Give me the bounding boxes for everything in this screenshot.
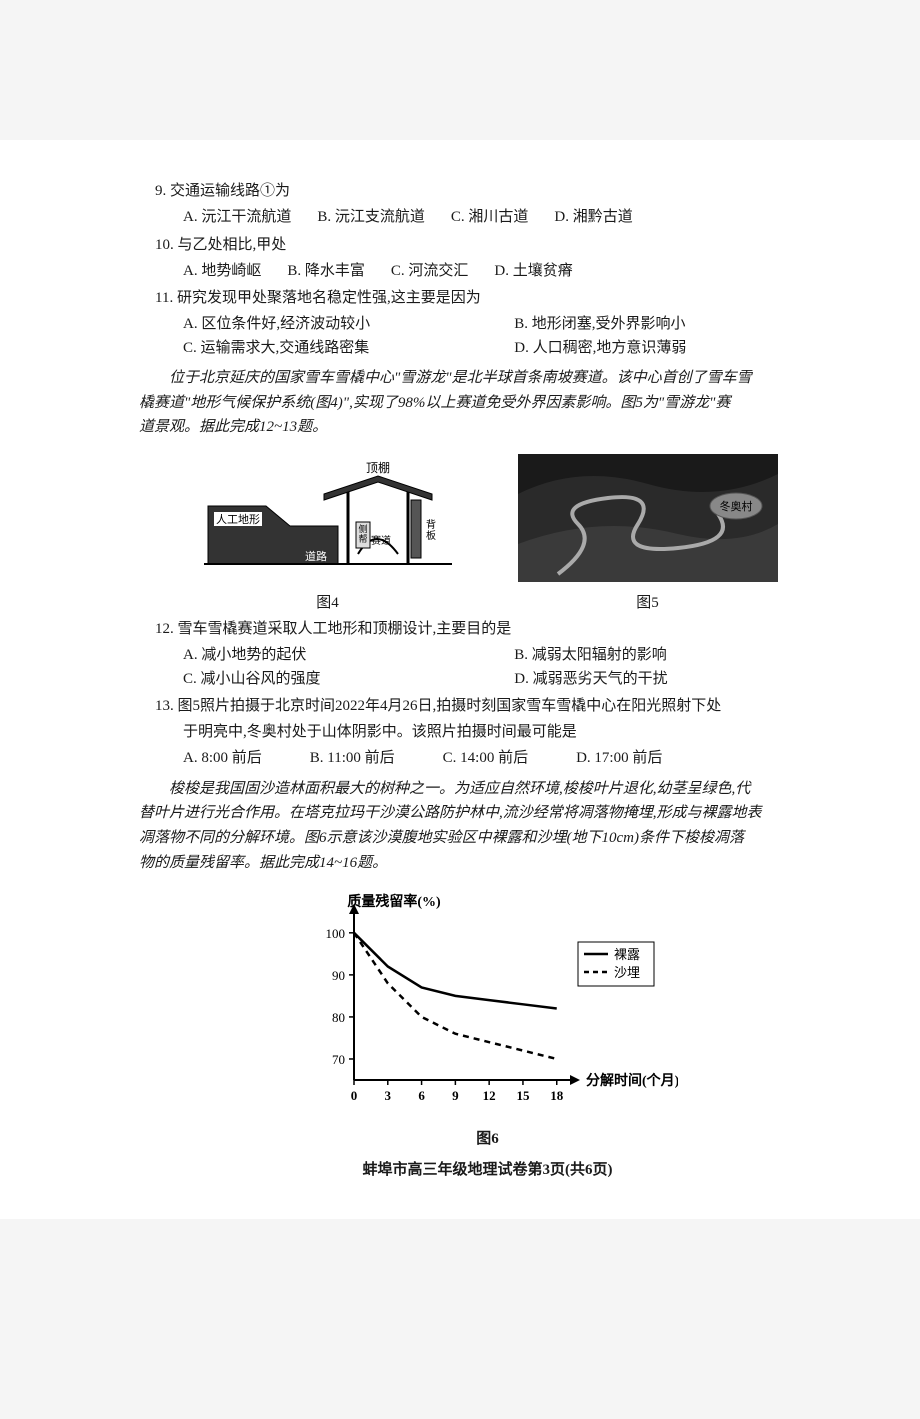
- fig4-roof-label: 顶棚: [365, 460, 389, 475]
- svg-text:80: 80: [332, 1009, 345, 1024]
- fig4-track-label: 赛道: [371, 534, 391, 547]
- svg-text:18: 18: [550, 1088, 564, 1103]
- svg-text:板: 板: [426, 529, 436, 542]
- q10-opt-a: A. 地势崎岖: [183, 260, 261, 283]
- q11-opt-a: A. 区位条件好,经济波动较小: [183, 313, 514, 336]
- fig4-terrain-label: 人工地形: [216, 513, 260, 526]
- fig4-road-label: 道路: [305, 549, 327, 563]
- svg-text:裸露: 裸露: [614, 947, 640, 962]
- q12-opt-d: D. 减弱恶劣天气的干扰: [514, 668, 820, 691]
- question-13: 13. 图5照片拍摄于北京时间2022年4月26日,拍摄时刻国家雪车雪橇中心在阳…: [155, 695, 820, 771]
- svg-text:100: 100: [325, 925, 345, 940]
- fig5-caption: 图5: [518, 591, 778, 612]
- q12-opt-b: B. 减弱太阳辐射的影响: [514, 644, 820, 667]
- q9-options: A. 沅江干流航道 B. 沅江支流航道 C. 湘川古道 D. 湘黔古道: [155, 206, 820, 229]
- passage-2-l1: 梭梭是我国固沙造林面积最大的树种之一。为适应自然环境,梭梭叶片退化,幼茎呈绿色,…: [139, 777, 820, 802]
- figure-6: 质量残留率(%)7080901000369121518分解时间(个月)裸露沙埋 …: [298, 888, 678, 1148]
- svg-text:0: 0: [350, 1088, 357, 1103]
- q12-options-row1: A. 减小地势的起伏 B. 减弱太阳辐射的影响: [155, 644, 820, 667]
- question-12: 12. 雪车雪橇赛道采取人工地形和顶棚设计,主要目的是 A. 减小地势的起伏 B…: [155, 618, 820, 691]
- svg-text:70: 70: [332, 1051, 345, 1066]
- passage-1-l2: 橇赛道"地形气候保护系统(图4)",实现了98%以上赛道免受外界因素影响。图5为…: [139, 391, 820, 416]
- fig4-caption: 图4: [198, 591, 458, 612]
- fig4-back-label: 背: [426, 518, 436, 531]
- svg-text:12: 12: [482, 1088, 495, 1103]
- q13-opt-d: D. 17:00 前后: [576, 747, 662, 770]
- q12-stem: 12. 雪车雪橇赛道采取人工地形和顶棚设计,主要目的是: [155, 618, 820, 641]
- question-9: 9. 交通运输线路①为 A. 沅江干流航道 B. 沅江支流航道 C. 湘川古道 …: [155, 180, 820, 230]
- q10-options: A. 地势崎岖 B. 降水丰富 C. 河流交汇 D. 土壤贫瘠: [155, 260, 820, 283]
- q9-opt-c: C. 湘川古道: [451, 206, 529, 229]
- passage-2-l4: 物的质量残留率。据此完成14~16题。: [139, 851, 820, 876]
- svg-text:沙埋: 沙埋: [614, 965, 640, 980]
- figure-6-wrap: 质量残留率(%)7080901000369121518分解时间(个月)裸露沙埋 …: [155, 888, 820, 1148]
- page-footer: 蚌埠市高三年级地理试卷第3页(共6页): [155, 1158, 820, 1179]
- figures-4-5-row: 人工地形 顶棚 背 板 侧 帮 赛道 道路: [155, 454, 820, 612]
- q12-opt-c: C. 减小山谷风的强度: [183, 668, 514, 691]
- q11-opt-d: D. 人口稠密,地方意识薄弱: [514, 337, 820, 360]
- passage-1-l3: 道景观。据此完成12~13题。: [139, 415, 820, 440]
- figure-4: 人工地形 顶棚 背 板 侧 帮 赛道 道路: [198, 454, 458, 612]
- svg-text:6: 6: [418, 1088, 425, 1103]
- q13-options: A. 8:00 前后 B. 11:00 前后 C. 14:00 前后 D. 17…: [155, 747, 820, 770]
- q11-opt-b: B. 地形闭塞,受外界影响小: [514, 313, 820, 336]
- q9-opt-b: B. 沅江支流航道: [317, 206, 425, 229]
- q11-stem: 11. 研究发现甲处聚落地名稳定性强,这主要是因为: [155, 287, 820, 310]
- q9-opt-d: D. 湘黔古道: [554, 206, 632, 229]
- q9-opt-a: A. 沅江干流航道: [183, 206, 291, 229]
- passage-2-l3: 凋落物不同的分解环境。图6示意该沙漠腹地实验区中裸露和沙埋(地下10cm)条件下…: [139, 826, 820, 851]
- q10-opt-d: D. 土壤贫瘠: [494, 260, 572, 283]
- q11-options-row2: C. 运输需求大,交通线路密集 D. 人口稠密,地方意识薄弱: [155, 337, 820, 360]
- svg-text:9: 9: [452, 1088, 459, 1103]
- svg-text:90: 90: [332, 967, 345, 982]
- q13-opt-c: C. 14:00 前后: [443, 747, 528, 770]
- q13-stem2: 于明亮中,冬奥村处于山体阴影中。该照片拍摄时间最可能是: [155, 721, 820, 744]
- figure-4-svg: 人工地形 顶棚 背 板 侧 帮 赛道 道路: [198, 454, 458, 582]
- svg-text:分解时间(个月): 分解时间(个月): [586, 1072, 678, 1089]
- q10-opt-c: C. 河流交汇: [391, 260, 469, 283]
- svg-text:3: 3: [384, 1088, 391, 1103]
- fig5-village-label: 冬奥村: [719, 499, 752, 513]
- svg-text:帮: 帮: [358, 533, 367, 544]
- fig6-caption: 图6: [298, 1127, 678, 1148]
- question-11: 11. 研究发现甲处聚落地名稳定性强,这主要是因为 A. 区位条件好,经济波动较…: [155, 287, 820, 360]
- q13-stem: 13. 图5照片拍摄于北京时间2022年4月26日,拍摄时刻国家雪车雪橇中心在阳…: [155, 695, 820, 718]
- figure-5-svg: 冬奥村: [518, 454, 778, 582]
- question-10: 10. 与乙处相比,甲处 A. 地势崎岖 B. 降水丰富 C. 河流交汇 D. …: [155, 234, 820, 284]
- fig4-side-label: 侧: [358, 523, 367, 534]
- q13-opt-b: B. 11:00 前后: [310, 747, 395, 770]
- svg-text:15: 15: [516, 1088, 530, 1103]
- q11-opt-c: C. 运输需求大,交通线路密集: [183, 337, 514, 360]
- q11-options-row1: A. 区位条件好,经济波动较小 B. 地形闭塞,受外界影响小: [155, 313, 820, 336]
- passage-2-l2: 替叶片进行光合作用。在塔克拉玛干沙漠公路防护林中,流沙经常将凋落物掩埋,形成与裸…: [139, 801, 820, 826]
- q13-opt-a: A. 8:00 前后: [183, 747, 262, 770]
- q12-opt-a: A. 减小地势的起伏: [183, 644, 514, 667]
- q12-options-row2: C. 减小山谷风的强度 D. 减弱恶劣天气的干扰: [155, 668, 820, 691]
- svg-text:质量残留率(%): 质量残留率(%): [347, 893, 441, 910]
- q9-stem: 9. 交通运输线路①为: [155, 180, 820, 203]
- q10-stem: 10. 与乙处相比,甲处: [155, 234, 820, 257]
- figure-6-svg: 质量残留率(%) 70 80 90 100 0 3 6 9 12 15 18 分解时间(个月) 裸露沙埋: [298, 888, 678, 1118]
- q10-opt-b: B. 降水丰富: [287, 260, 365, 283]
- passage-1-l1: 位于北京延庆的国家雪车雪橇中心"雪游龙"是北半球首条南坡赛道。该中心首创了雪车雪: [139, 366, 820, 391]
- exam-page: 9. 交通运输线路①为 A. 沅江干流航道 B. 沅江支流航道 C. 湘川古道 …: [0, 140, 920, 1219]
- figure-5: 冬奥村 图5: [518, 454, 778, 612]
